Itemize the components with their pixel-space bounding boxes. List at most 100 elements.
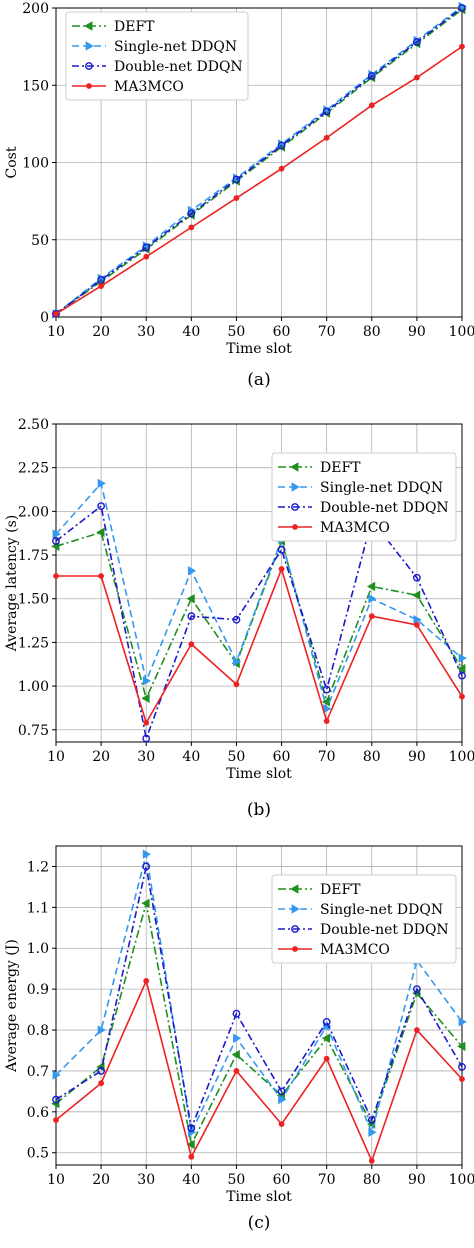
x-axis-label: Time slot — [226, 1189, 292, 1205]
data-point — [321, 1033, 331, 1043]
series-ma3mco — [53, 978, 465, 1164]
data-point — [278, 1121, 285, 1128]
y-tick-label: 0.6 — [27, 1105, 49, 1121]
data-point — [457, 1041, 466, 1052]
data-point — [368, 594, 377, 604]
legend-label: MA3MCO — [320, 520, 390, 536]
chart-caption: (b) — [247, 800, 271, 820]
data-point — [322, 1017, 331, 1026]
x-axis-label: Time slot — [226, 341, 292, 357]
data-point — [458, 1017, 467, 1027]
x-tick-label: 40 — [182, 749, 200, 765]
data-point — [52, 537, 60, 545]
y-tick-label: 1.75 — [18, 548, 49, 564]
legend-label: MA3MCO — [320, 942, 390, 958]
series-line — [55, 978, 463, 1164]
data-point — [233, 195, 240, 201]
data-point — [143, 253, 150, 260]
x-tick-label: 80 — [363, 1172, 381, 1188]
data-point — [459, 1076, 465, 1083]
series-line — [55, 903, 463, 1148]
x-tick-label: 20 — [92, 749, 110, 765]
data-point — [412, 38, 421, 46]
x-tick-label: 30 — [137, 749, 155, 765]
data-point — [141, 898, 150, 908]
y-tick-label: 2.00 — [18, 504, 49, 520]
x-tick-label: 10 — [47, 749, 65, 765]
y-tick-label: 0.75 — [18, 723, 49, 739]
data-point — [187, 566, 197, 576]
series-line — [55, 481, 463, 712]
data-point — [143, 978, 150, 984]
x-tick-label: 10 — [47, 1172, 65, 1188]
legend-label: Single-net DDQN — [320, 480, 443, 496]
data-point — [232, 175, 241, 184]
plot-frame — [55, 423, 463, 743]
data-point — [277, 545, 286, 554]
y-tick-label: 2.50 — [18, 417, 49, 433]
data-point — [97, 1025, 106, 1035]
legend-label: Single-net DDQN — [320, 902, 443, 918]
chart-caption: (a) — [247, 370, 270, 390]
chart-3: 10 20 30 40 50 60 70 80 90 100 0.5 0.6 0.7 0.8 0.9 1.0 1… — [4, 845, 474, 1233]
y-tick-label: 1.50 — [18, 592, 49, 608]
data-point — [187, 1124, 196, 1133]
legend-box — [271, 452, 457, 542]
data-point — [53, 311, 59, 317]
data-point — [458, 4, 466, 12]
data-point — [367, 72, 376, 80]
data-point — [459, 693, 465, 700]
x-tick-label: 50 — [228, 749, 246, 765]
data-point — [52, 310, 60, 318]
data-point — [143, 719, 150, 726]
x-tick-label: 40 — [182, 1172, 200, 1188]
y-tick-label: 1.00 — [18, 679, 49, 695]
data-point — [98, 283, 105, 290]
chart-2: 10 20 30 40 50 60 70 80 90 100 0.75 1.00 1.25 1.50 1.7… — [4, 417, 474, 820]
legend-label: DEFT — [114, 19, 155, 35]
data-point — [142, 676, 152, 686]
data-point — [53, 573, 59, 579]
data-point — [187, 612, 196, 621]
legend-label: Double-net DDQN — [114, 59, 243, 75]
x-tick-label: 20 — [92, 324, 110, 340]
x-tick-label: 70 — [318, 1172, 336, 1188]
data-point — [322, 685, 331, 694]
y-tick-label: 0.9 — [27, 982, 49, 998]
data-point — [233, 1033, 242, 1043]
data-point — [323, 134, 330, 141]
data-point — [51, 1098, 60, 1109]
legend-marker — [290, 462, 299, 472]
data-point — [232, 615, 241, 624]
data-point — [188, 641, 195, 648]
data-point — [459, 43, 465, 50]
data-point — [97, 1067, 106, 1075]
legend-label: MA3MCO — [114, 79, 184, 95]
data-point — [188, 224, 195, 231]
y-axis-label: Average latency (s) — [4, 515, 20, 653]
series-line — [55, 8, 463, 315]
data-point — [322, 107, 331, 116]
data-point — [188, 1153, 195, 1160]
y-axis-label: Cost — [4, 146, 20, 178]
data-point — [186, 1139, 195, 1150]
data-point — [278, 1094, 287, 1105]
data-point — [97, 478, 106, 489]
legend: DEFT Single-net DDQN Double-net DDQN MA3MCO — [65, 11, 249, 101]
data-point — [413, 622, 420, 628]
data-point — [368, 1127, 377, 1137]
series-line — [55, 5, 463, 315]
data-point — [413, 1027, 420, 1033]
data-point — [458, 1062, 466, 1071]
data-point — [52, 529, 61, 539]
legend-marker — [291, 925, 299, 933]
legend-label: Single-net DDQN — [114, 39, 237, 55]
series-line — [55, 853, 463, 1135]
x-tick-label: 60 — [273, 749, 291, 765]
legend-label: DEFT — [320, 460, 361, 476]
y-tick-label: 0 — [40, 310, 49, 326]
x-tick-label: 100 — [449, 1172, 474, 1188]
data-point — [186, 594, 195, 604]
x-tick-label: 30 — [137, 1172, 155, 1188]
y-axis-label: Average energy (J) — [4, 939, 20, 1073]
